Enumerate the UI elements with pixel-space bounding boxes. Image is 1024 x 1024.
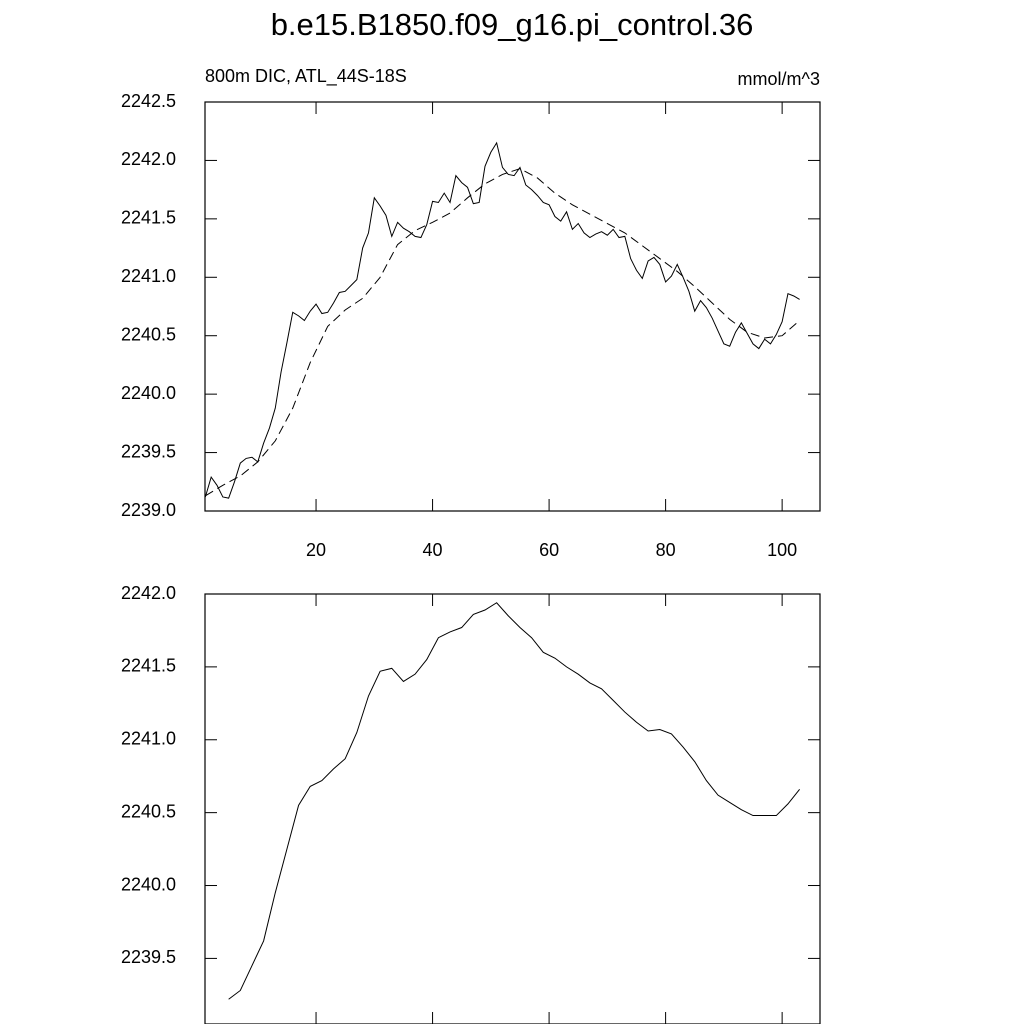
y-tick-label: 2241.5: [121, 208, 176, 228]
x-tick-label: 60: [539, 540, 559, 560]
x-tick-label: 20: [306, 540, 326, 560]
y-tick-label: 2240.5: [121, 324, 176, 344]
y-tick-label: 2239.5: [121, 947, 176, 967]
chart-title: b.e15.B1850.f09_g16.pi_control.36: [271, 7, 754, 42]
y-tick-label: 2240.0: [121, 874, 176, 894]
data-line: [228, 602, 801, 1000]
x-tick-label: 100: [767, 540, 797, 560]
data-line: [204, 141, 800, 499]
right-string: mmol/m^3: [738, 69, 820, 89]
data-line: [205, 168, 800, 497]
y-tick-label: 2242.0: [121, 583, 176, 603]
left-string: 800m DIC, ATL_44S-18S: [205, 66, 407, 87]
y-tick-label: 2239.0: [121, 500, 176, 520]
y-tick-label: 2241.0: [121, 729, 176, 749]
y-tick-label: 2241.5: [121, 656, 176, 676]
y-tick-label: 2241.0: [121, 266, 176, 286]
y-tick-label: 2242.0: [121, 149, 176, 169]
y-tick-label: 2239.5: [121, 441, 176, 461]
y-tick-label: 2242.5: [121, 91, 176, 111]
x-tick-label: 80: [656, 540, 676, 560]
y-tick-label: 2240.5: [121, 801, 176, 821]
x-tick-label: 40: [423, 540, 443, 560]
plot-frame: [204, 101, 821, 512]
plot-frame: [204, 593, 821, 1024]
y-tick-label: 2240.0: [121, 383, 176, 403]
